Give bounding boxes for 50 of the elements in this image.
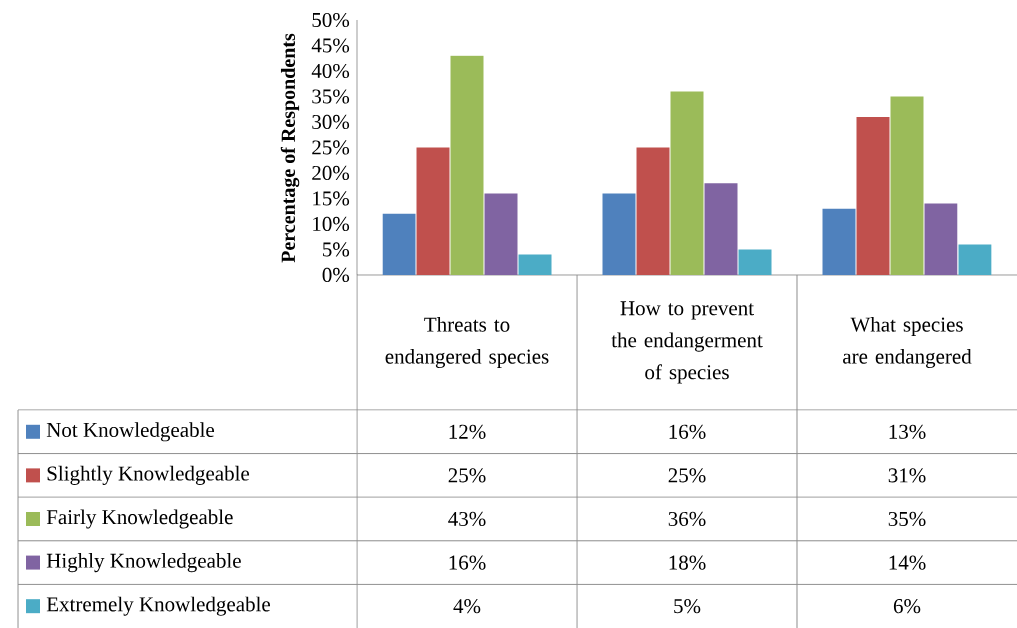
- data-label: 35%: [888, 511, 926, 527]
- bar: [484, 193, 518, 275]
- data-label: 14%: [889, 555, 926, 570]
- data-label: 4%: [453, 599, 481, 614]
- bar: [450, 55, 484, 275]
- data-label: 25%: [448, 468, 486, 483]
- bar: [382, 213, 416, 275]
- y-tick-label: 15%: [313, 191, 350, 206]
- y-tick-label: 10%: [313, 216, 350, 232]
- bar: [822, 208, 856, 275]
- legend-label: Slightly Knowledgeable: [47, 465, 250, 485]
- data-label: 25%: [668, 468, 706, 483]
- data-label: 18%: [669, 555, 706, 570]
- bar: [416, 147, 450, 275]
- y-axis-title: Percentage of Respondents: [280, 33, 300, 263]
- y-tick-label: 45%: [311, 38, 350, 53]
- bar: [890, 96, 924, 275]
- legend-label: Extremely Knowledgeable: [46, 596, 271, 616]
- data-label: 16%: [669, 424, 706, 439]
- data-label: 16%: [449, 555, 486, 570]
- legend-label: Fairly Knowledgeable: [46, 509, 233, 529]
- y-tick-label: 50%: [312, 12, 350, 28]
- x-tick-label: How to prevent the endangerment of species: [611, 301, 763, 384]
- data-label: 12%: [449, 424, 486, 439]
- data-label: 43%: [448, 511, 486, 527]
- bar: [704, 183, 738, 275]
- bar: [856, 116, 890, 275]
- y-tick-label: 40%: [311, 63, 350, 79]
- data-label: 31%: [888, 468, 926, 483]
- y-tick-label: 25%: [312, 140, 350, 155]
- bar: [602, 193, 636, 275]
- bar: [518, 254, 552, 275]
- y-tick-label: 35%: [312, 89, 350, 104]
- bar: [958, 244, 992, 275]
- y-tick-label: 20%: [312, 165, 350, 181]
- data-label: 5%: [674, 599, 701, 614]
- x-tick-label: Threats to endangered species: [385, 316, 549, 369]
- data-label: 6%: [893, 599, 921, 614]
- data-label: 13%: [889, 424, 926, 439]
- legend-label: Highly Knowledgeable: [46, 553, 241, 573]
- bar: [924, 203, 958, 275]
- data-label: 36%: [668, 511, 706, 527]
- bar: [636, 147, 670, 275]
- y-tick-label: 5%: [323, 242, 350, 257]
- y-tick-label: 30%: [312, 114, 350, 130]
- bar: [738, 249, 772, 275]
- legend-label: Not Knowledgeable: [46, 422, 215, 442]
- y-tick-label: 0%: [322, 267, 350, 283]
- x-tick-label: What species are endangered: [843, 316, 972, 369]
- bar: [670, 91, 704, 275]
